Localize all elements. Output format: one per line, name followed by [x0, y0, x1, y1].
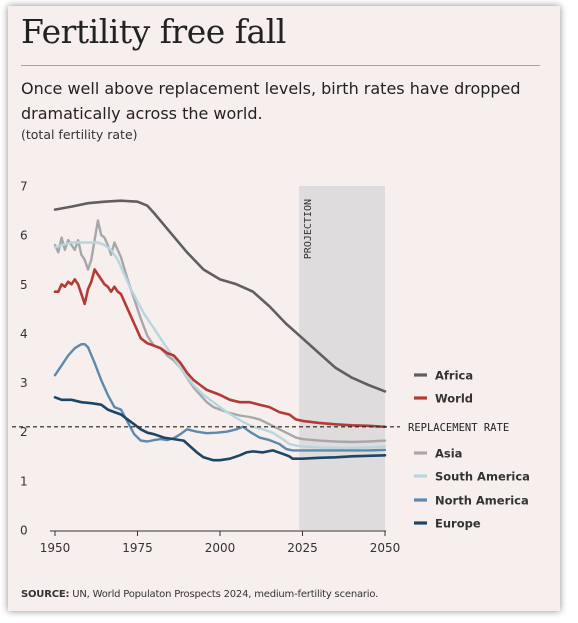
replacement-rate-label: REPLACEMENT RATE — [408, 422, 509, 434]
source-text: UN, World Populaton Prospects 2024, medi… — [69, 589, 379, 600]
legend-label-africa: Africa — [435, 369, 473, 383]
series-line-world — [53, 268, 387, 429]
series-line-africa — [53, 199, 387, 393]
series-line-europe — [53, 396, 387, 462]
x-tick-label: 2050 — [370, 541, 401, 555]
projection-band — [299, 186, 385, 530]
legend-label-south-america: South America — [435, 470, 530, 484]
series-line-south-america — [53, 241, 387, 450]
legend-label-europe: Europe — [435, 517, 481, 531]
chart-subtitle: Once well above replacement levels, birt… — [21, 79, 521, 123]
x-tick-label: 2025 — [287, 541, 318, 555]
x-tick-label: 1950 — [40, 541, 71, 555]
fertility-line-chart: PROJECTION 0 1 2 3 4 5 6 7 1950 1975 2000 2025 2050 RE… — [12, 180, 530, 555]
source-note: SOURCE: UN, World Populaton Prospects 20… — [21, 589, 378, 600]
y-tick-label: 3 — [20, 376, 28, 390]
y-tick-label: 2 — [20, 425, 28, 439]
series-line-north-america — [53, 343, 387, 452]
series-line-asia — [53, 219, 387, 444]
projection-label: PROJECTION — [303, 199, 314, 259]
legend-label-asia: Asia — [435, 447, 462, 461]
x-tick-label: 2000 — [205, 541, 236, 555]
y-tick-label: 0 — [20, 524, 28, 538]
y-tick-label: 4 — [20, 327, 28, 341]
y-tick-label: 5 — [20, 278, 28, 292]
y-tick-label: 7 — [20, 180, 28, 194]
y-tick-label: 6 — [20, 229, 28, 243]
legend-label-world: World — [435, 392, 473, 406]
unit-note: (total fertility rate) — [21, 127, 138, 142]
source-label: SOURCE: — [21, 589, 70, 600]
chart-title: Fertility free fall — [21, 12, 286, 51]
title-divider — [21, 65, 540, 66]
legend-label-north-america: North America — [435, 494, 529, 508]
y-tick-label: 1 — [20, 474, 28, 488]
x-tick-label: 1975 — [122, 541, 153, 555]
chart-card: Fertility free fall Once well above repl… — [8, 6, 560, 611]
